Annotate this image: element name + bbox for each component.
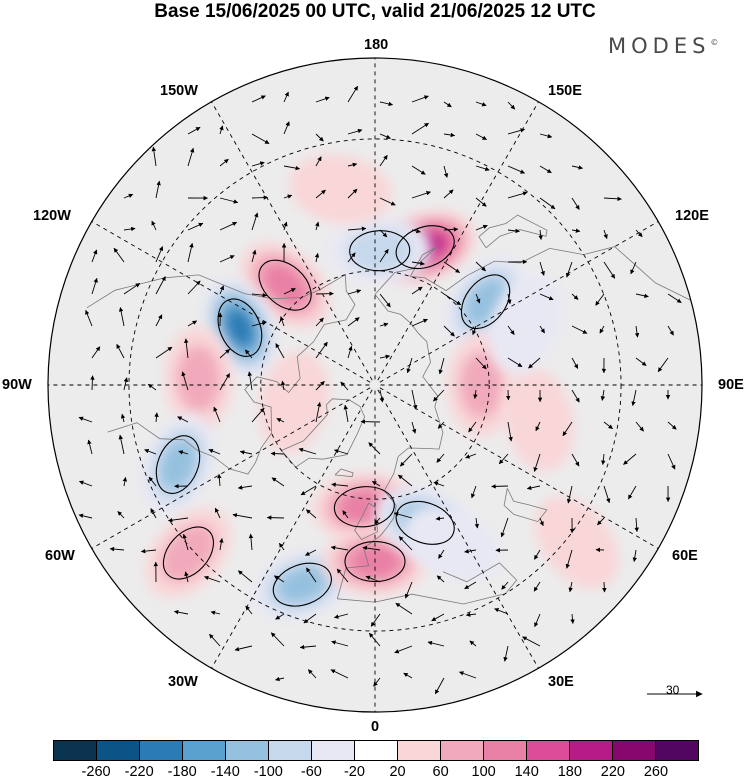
colorbar-segment xyxy=(226,741,269,760)
colorbar-segment xyxy=(140,741,183,760)
polar-anomaly-map xyxy=(0,0,750,740)
colorbar-tick-label: 220 xyxy=(601,764,625,780)
reference-vector-arrow xyxy=(645,682,705,698)
colorbar-tick-label: 100 xyxy=(472,764,496,780)
colorbar-segment xyxy=(269,741,312,760)
lon-label-60w: 60W xyxy=(45,548,75,564)
wind-arrow xyxy=(492,486,508,487)
colorbar-tick-label: 60 xyxy=(433,764,449,780)
colorbar-tick-label: -260 xyxy=(82,764,111,780)
colorbar-ticks: -260 -220 -180 -140 -100 -60 -20 20 60 100 140 180 2… xyxy=(0,764,750,784)
colorbar-segment xyxy=(355,741,398,760)
colorbar-segment xyxy=(527,741,570,760)
colorbar-segment xyxy=(183,741,226,760)
colorbar-segment xyxy=(97,741,140,760)
colorbar-segment xyxy=(441,741,484,760)
wind-arrow xyxy=(92,376,93,390)
colorbar-segment xyxy=(613,741,656,760)
lon-label-180: 180 xyxy=(364,37,388,53)
lon-label-0: 0 xyxy=(371,719,379,735)
colorbar-tick-label: 180 xyxy=(558,764,582,780)
lon-label-60e: 60E xyxy=(672,548,698,564)
lon-label-30e: 30E xyxy=(548,674,574,690)
colorbar-tick-label: -20 xyxy=(344,764,365,780)
colorbar-segment xyxy=(484,741,527,760)
colorbar-tick-label: 260 xyxy=(644,764,668,780)
colorbar-tick-label: 20 xyxy=(389,764,405,780)
colorbar-tick-label: -180 xyxy=(168,764,197,780)
colorbar-segment xyxy=(54,741,97,760)
colorbar-segment xyxy=(570,741,613,760)
lon-label-120e: 120E xyxy=(675,208,709,224)
wind-arrow xyxy=(271,453,284,454)
lon-label-150e: 150E xyxy=(548,83,582,99)
colorbar-tick-label: 140 xyxy=(515,764,539,780)
colorbar-tick-label: -140 xyxy=(211,764,240,780)
lon-label-90e: 90E xyxy=(718,377,744,393)
colorbar-tick-label: -220 xyxy=(125,764,154,780)
wind-arrow xyxy=(267,518,284,519)
lon-label-30w: 30W xyxy=(168,674,198,690)
map-background xyxy=(40,50,710,720)
colorbar-segment xyxy=(656,741,698,760)
wind-arrow xyxy=(252,197,268,198)
wind-arrow xyxy=(604,582,605,592)
colorbar-segment xyxy=(398,741,441,760)
lon-label-150w: 150W xyxy=(160,83,198,99)
colorbar xyxy=(53,740,699,761)
lon-label-120w: 120W xyxy=(33,208,71,224)
colorbar-segment xyxy=(312,741,355,760)
colorbar-tick-label: -60 xyxy=(301,764,322,780)
lon-label-90w: 90W xyxy=(2,377,32,393)
colorbar-tick-label: -100 xyxy=(254,764,283,780)
